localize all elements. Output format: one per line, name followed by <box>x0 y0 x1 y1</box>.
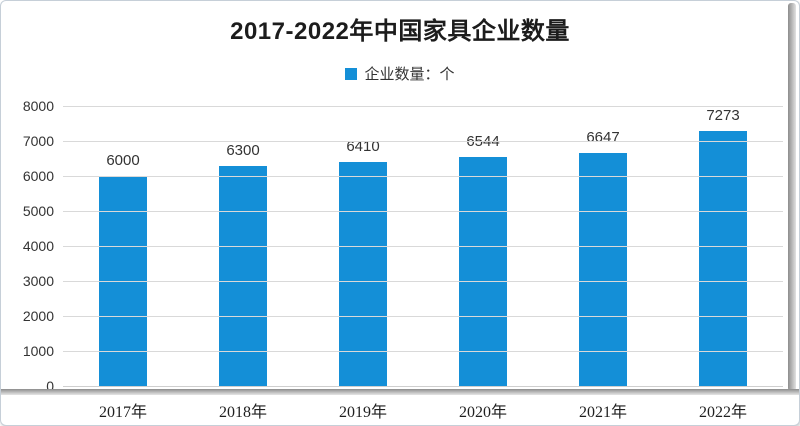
x-axis-label-2018年: 2018年 <box>218 404 267 421</box>
gridline-3000 <box>63 281 783 282</box>
legend-label: 企业数量：个 <box>364 66 455 83</box>
gridline-5000 <box>63 211 783 212</box>
value-label-2017年: 6000 <box>106 152 140 169</box>
x-axis-label-2022年: 2022年 <box>698 404 747 421</box>
y-tick-label-5000: 5000 <box>22 203 54 219</box>
y-tick-label-4000: 4000 <box>22 238 54 254</box>
bar-slot-2022年: 7273 <box>663 106 783 386</box>
bar-2021年 <box>579 153 627 386</box>
x-axis-labels: 2017年 2018年 2019年 2020年 2021年 2022年 <box>63 398 783 422</box>
x-axis-label-2017年: 2017年 <box>98 404 147 421</box>
gridline-0 <box>63 386 783 387</box>
bar-2022年 <box>699 131 747 386</box>
value-label-2021年: 6647 <box>586 129 620 147</box>
y-tick-label-8000: 8000 <box>22 98 54 114</box>
vertical-scrollbar[interactable] <box>788 3 796 391</box>
y-tick-label-6000: 6000 <box>22 168 54 184</box>
gridline-1000 <box>63 351 783 352</box>
legend-swatch-icon <box>345 67 358 80</box>
x-axis-label-2021年: 2021年 <box>578 404 627 421</box>
bar-slot-2018年: 6300 <box>183 106 303 386</box>
y-tick-label-2000: 2000 <box>22 308 54 324</box>
bar-slot-2019年: 6410 <box>303 106 423 386</box>
bar-2019年 <box>339 161 387 386</box>
plot-area: 6000 6300 6410 6544 6647 7273 0 1000 2000 3000 40… <box>23 98 783 394</box>
y-tick-label-0: 0 <box>46 378 54 394</box>
bar-slot-2021年: 6647 <box>543 106 663 386</box>
value-label-2022年: 7273 <box>706 107 740 125</box>
y-tick-label-3000: 3000 <box>22 273 54 289</box>
gridline-8000 <box>63 106 783 107</box>
chart-title: 2017-2022年中国家具企业数量 <box>230 18 570 45</box>
gridline-2000 <box>63 316 783 317</box>
gridline-7000 <box>63 141 783 142</box>
gridline-4000 <box>63 246 783 247</box>
value-label-2018年: 6300 <box>226 141 260 159</box>
y-tick-label-7000: 7000 <box>22 133 54 149</box>
bar-slot-2020年: 6544 <box>423 106 543 386</box>
legend: 企业数量：个 <box>1 63 799 84</box>
bar-2018年 <box>219 165 267 386</box>
y-tick-label-1000: 1000 <box>22 343 54 359</box>
bar-2020年 <box>459 156 507 386</box>
x-axis-label-2019年: 2019年 <box>338 404 387 421</box>
horizontal-scrollbar[interactable] <box>1 389 799 395</box>
bar-series: 6000 6300 6410 6544 6647 7273 <box>63 106 783 386</box>
gridline-6000 <box>63 176 783 177</box>
x-axis-label-2020年: 2020年 <box>458 404 507 421</box>
